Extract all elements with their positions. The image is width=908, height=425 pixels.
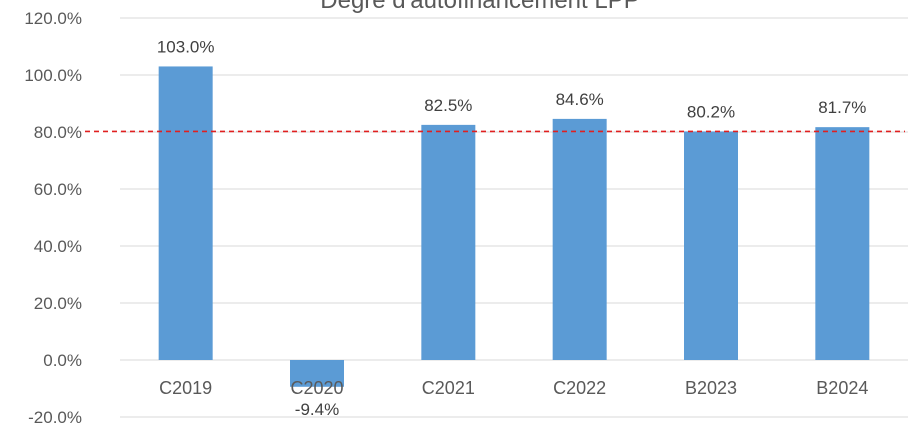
- chart-title: Degré d'autofinancement LPP: [320, 0, 639, 14]
- data-label: 81.7%: [818, 98, 866, 117]
- x-tick-label: B2023: [685, 378, 737, 398]
- bar: [684, 131, 738, 360]
- bar: [421, 124, 476, 360]
- y-tick-label: 100.0%: [24, 66, 82, 85]
- y-axis-ticks: -20.0% 0.0% 20.0% 40.0% 60.0% 80.0% 100.0% 120.…: [24, 9, 82, 425]
- data-labels: 103.0% -9.4% 82.5% 84.6% 80.2% 81.7%: [157, 37, 867, 419]
- x-axis-ticks: C2019 C2020 C2021 C2022 B2023 B2024: [159, 378, 868, 398]
- gridlines: [120, 17, 908, 418]
- y-tick-label: -20.0%: [28, 408, 82, 425]
- x-tick-label: C2020: [290, 378, 343, 398]
- bar: [158, 66, 213, 360]
- bar: [552, 118, 607, 360]
- bar: [290, 360, 344, 387]
- data-label: -9.4%: [295, 400, 339, 419]
- y-tick-label: 120.0%: [24, 9, 82, 28]
- x-tick-label: C2021: [422, 378, 475, 398]
- y-tick-label: 0.0%: [43, 351, 82, 370]
- bars: [158, 66, 870, 387]
- x-tick-label: C2022: [553, 378, 606, 398]
- data-label: 80.2%: [687, 102, 735, 121]
- y-tick-label: 40.0%: [34, 237, 82, 256]
- bar: [815, 127, 870, 360]
- data-label: 84.6%: [556, 90, 604, 109]
- data-label: 82.5%: [424, 96, 472, 115]
- data-label: 103.0%: [157, 37, 215, 56]
- x-tick-label: B2024: [816, 378, 868, 398]
- y-tick-label: 60.0%: [34, 180, 82, 199]
- y-tick-label: 80.0%: [34, 123, 82, 142]
- x-tick-label: C2019: [159, 378, 212, 398]
- y-tick-label: 20.0%: [34, 294, 82, 313]
